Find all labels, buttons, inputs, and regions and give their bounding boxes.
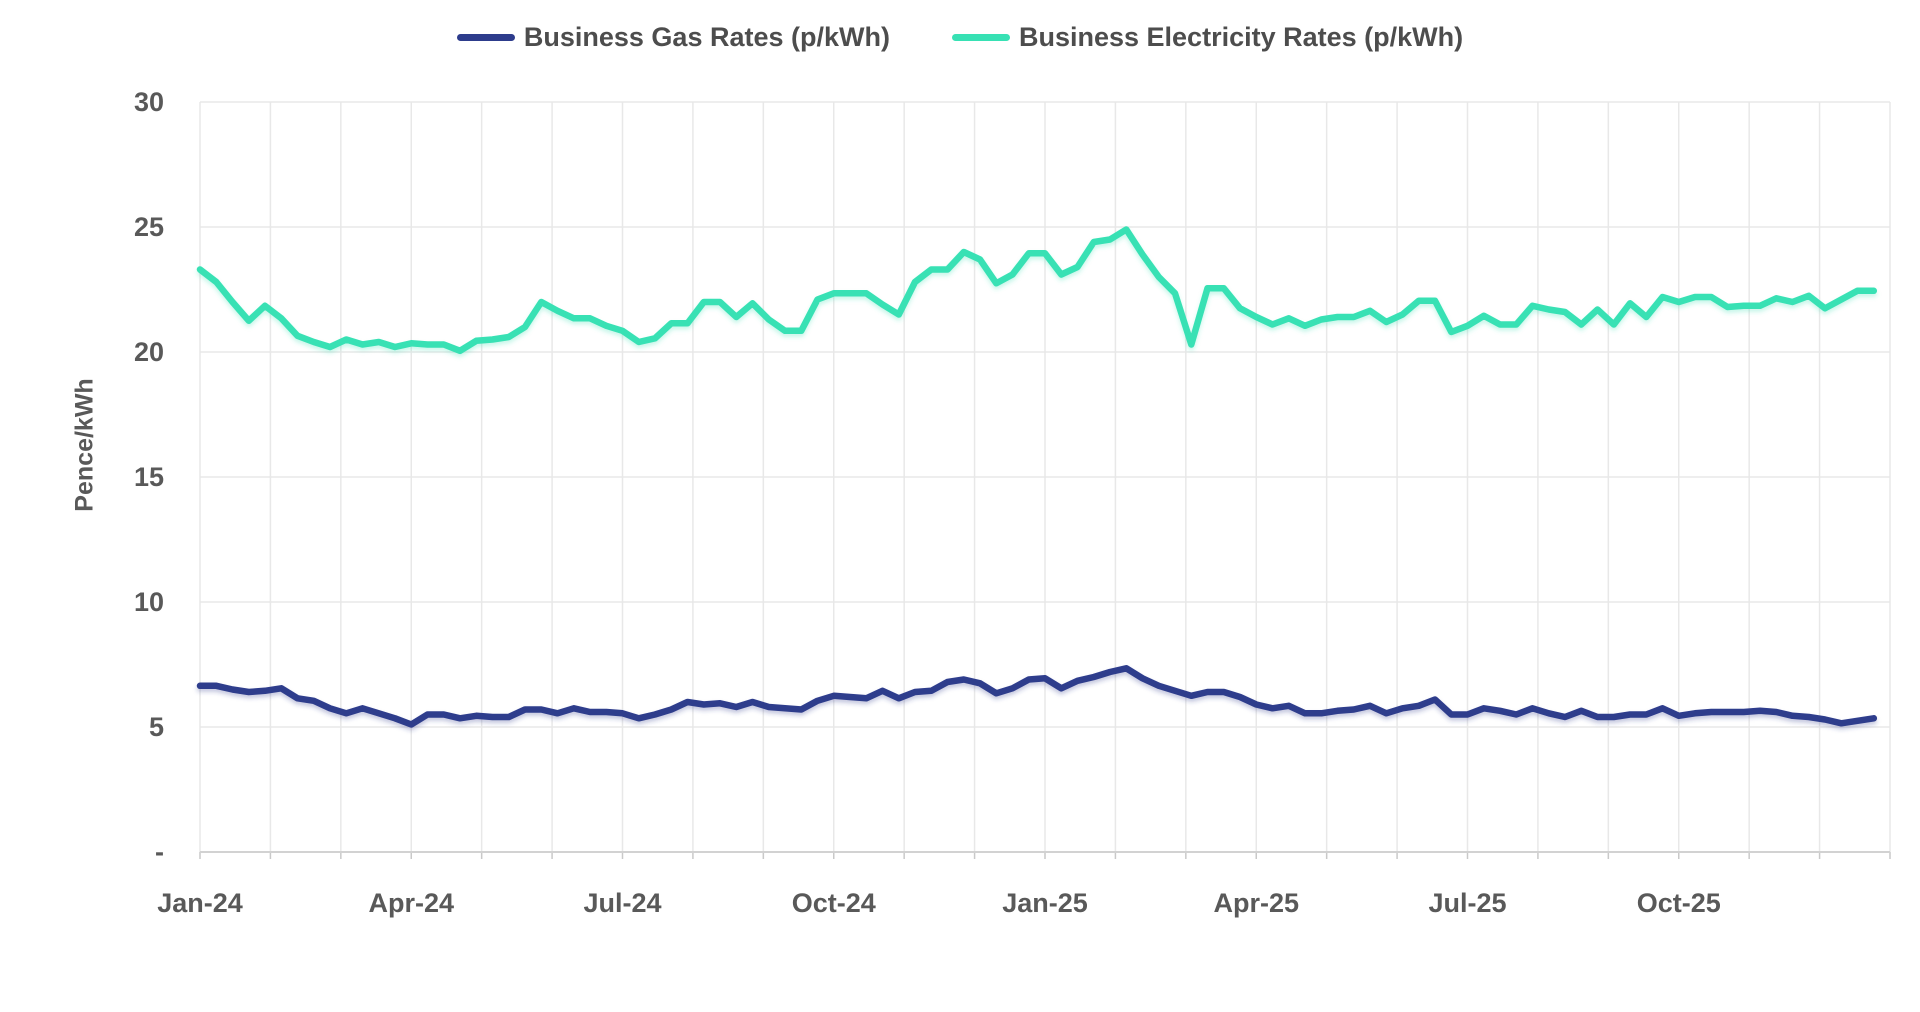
electricity-rates-line: [196, 226, 1878, 355]
x-tick-label: Jan-24: [157, 888, 243, 918]
x-tick-label: Apr-24: [368, 888, 454, 918]
y-tick-label: 10: [134, 587, 164, 617]
y-tick-label: -: [155, 837, 164, 867]
x-tick-label: Jul-24: [583, 888, 661, 918]
y-tick-label: 5: [149, 712, 164, 742]
y-tick-label: 15: [134, 462, 164, 492]
y-tick-label: 20: [134, 337, 164, 367]
gas-line-swatch: [456, 34, 515, 41]
x-tick-label: Jan-25: [1002, 888, 1088, 918]
x-tick-label: Jul-25: [1428, 888, 1506, 918]
x-tick-label: Oct-25: [1637, 888, 1721, 918]
legend-item-electricity: Business Electricity Rates (p/kWh): [951, 22, 1464, 53]
y-tick-label: 25: [134, 212, 164, 242]
legend-item-gas: Business Gas Rates (p/kWh): [456, 22, 890, 53]
x-tick-label: Oct-24: [792, 888, 876, 918]
y-tick-label: 30: [134, 87, 164, 117]
legend-label-gas: Business Gas Rates (p/kWh): [523, 22, 890, 52]
legend: Business Gas Rates (p/kWh) Business Elec…: [0, 22, 1920, 53]
legend-label-electricity: Business Electricity Rates (p/kWh): [1018, 22, 1464, 52]
x-tick-label: Apr-25: [1213, 888, 1299, 918]
gas-rates-line: [196, 665, 1878, 728]
electricity-line-swatch: [951, 34, 1010, 41]
